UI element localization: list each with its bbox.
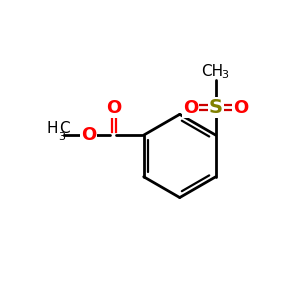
Text: S: S — [209, 98, 223, 117]
Text: CH: CH — [201, 64, 223, 79]
Text: 3: 3 — [58, 132, 65, 142]
Text: O: O — [233, 99, 249, 117]
Text: H: H — [46, 121, 58, 136]
Text: C: C — [59, 121, 69, 136]
Text: 3: 3 — [221, 70, 228, 80]
Text: O: O — [81, 126, 96, 144]
Text: O: O — [183, 99, 198, 117]
Text: O: O — [106, 99, 122, 117]
